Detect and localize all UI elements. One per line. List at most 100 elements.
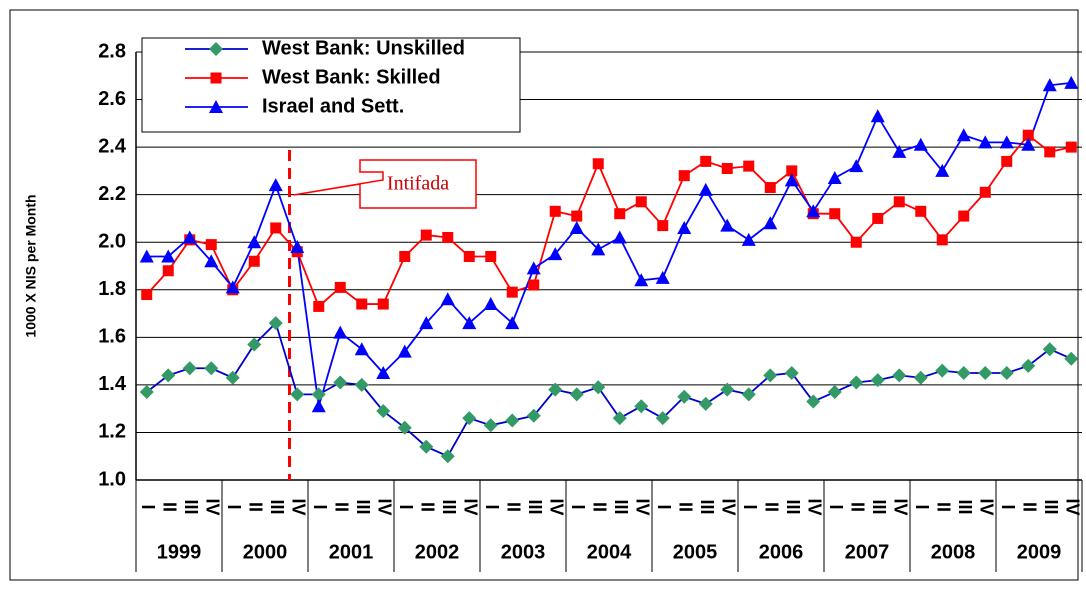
data-point	[850, 236, 862, 248]
y-tick-label: 2.6	[98, 88, 126, 110]
data-point	[764, 182, 776, 194]
y-tick-label: 1.4	[98, 373, 127, 395]
x-tick-label: II	[246, 502, 266, 512]
x-tick-label: II	[418, 502, 438, 512]
data-point	[311, 399, 326, 413]
x-tick-label: IV	[633, 498, 653, 515]
data-point	[205, 239, 217, 251]
x-tick-label: III	[611, 499, 631, 514]
x-tick-label: III	[353, 499, 373, 514]
x-group-label: 1999	[157, 541, 202, 563]
data-point	[892, 144, 907, 158]
x-tick-label: IV	[805, 498, 825, 515]
data-point	[657, 220, 669, 232]
data-point	[720, 382, 735, 397]
data-point	[612, 230, 627, 244]
annotation-callout	[293, 159, 477, 209]
x-tick-label: III	[525, 499, 545, 514]
data-point	[141, 289, 153, 301]
data-point	[678, 170, 690, 182]
data-point	[333, 375, 348, 390]
data-point	[505, 413, 520, 428]
legend-label: Israel and Sett.	[262, 95, 404, 117]
data-point	[1021, 137, 1036, 151]
data-point	[720, 218, 735, 232]
data-point	[248, 255, 260, 267]
data-point	[956, 128, 971, 142]
data-point	[354, 342, 369, 356]
data-point	[784, 366, 799, 380]
data-point	[356, 298, 368, 310]
x-tick-label: III	[697, 499, 717, 514]
data-point	[915, 205, 927, 217]
data-point	[483, 418, 498, 433]
x-tick-label: IV	[289, 498, 309, 515]
data-point	[548, 382, 563, 397]
data-point	[440, 292, 455, 306]
data-point	[549, 205, 561, 217]
data-point	[334, 281, 346, 293]
data-point	[913, 137, 928, 151]
data-point	[182, 230, 197, 244]
x-tick-label: I	[224, 504, 244, 509]
data-point	[376, 404, 391, 419]
x-tick-label: II	[590, 502, 610, 512]
data-point	[700, 155, 712, 167]
data-point	[1044, 146, 1056, 158]
data-point	[999, 135, 1014, 149]
data-point	[763, 216, 778, 230]
data-point	[806, 204, 821, 218]
data-point	[870, 109, 885, 123]
data-point	[162, 265, 174, 277]
data-point	[483, 297, 498, 311]
data-point	[161, 368, 176, 383]
x-tick-label: II	[504, 502, 524, 512]
data-point	[935, 363, 950, 378]
data-point	[849, 375, 864, 390]
data-point	[741, 232, 756, 246]
data-point	[827, 171, 842, 185]
data-point	[893, 196, 905, 208]
x-tick-label: I	[654, 504, 674, 509]
x-tick-label: II	[848, 502, 868, 512]
data-point	[935, 163, 950, 177]
data-point	[655, 411, 670, 426]
data-point	[1042, 78, 1057, 92]
data-point	[440, 449, 455, 464]
data-point	[548, 247, 563, 261]
data-point	[420, 229, 432, 241]
data-point	[268, 178, 283, 192]
data-point	[204, 361, 219, 376]
x-group-label: 2002	[415, 541, 460, 563]
data-point	[354, 377, 369, 392]
data-point	[1042, 342, 1057, 357]
data-point	[979, 186, 991, 198]
data-point	[526, 261, 541, 275]
data-point	[913, 370, 928, 385]
data-point	[569, 387, 584, 402]
data-point	[161, 249, 176, 263]
data-point	[698, 396, 713, 411]
data-point	[526, 408, 541, 423]
data-point	[505, 316, 520, 330]
x-tick-label: II	[332, 502, 352, 512]
x-group-label: 2008	[931, 541, 976, 563]
data-point	[936, 234, 948, 246]
data-point	[698, 182, 713, 196]
data-point	[313, 300, 325, 312]
data-point	[849, 159, 864, 173]
x-tick-label: III	[267, 499, 287, 514]
data-point	[377, 298, 389, 310]
data-point	[635, 196, 647, 208]
x-tick-label: I	[912, 504, 932, 509]
data-point	[591, 242, 606, 256]
legend-label: West Bank: Skilled	[262, 66, 441, 88]
data-point	[592, 158, 604, 170]
y-axis-label: 1000 X NIS per Month	[23, 194, 39, 337]
data-point	[999, 366, 1014, 380]
x-group-label: 2009	[1017, 541, 1062, 563]
data-point	[311, 387, 326, 402]
data-point	[829, 208, 841, 220]
x-tick-label: I	[138, 504, 158, 509]
legend-marker	[209, 100, 223, 113]
